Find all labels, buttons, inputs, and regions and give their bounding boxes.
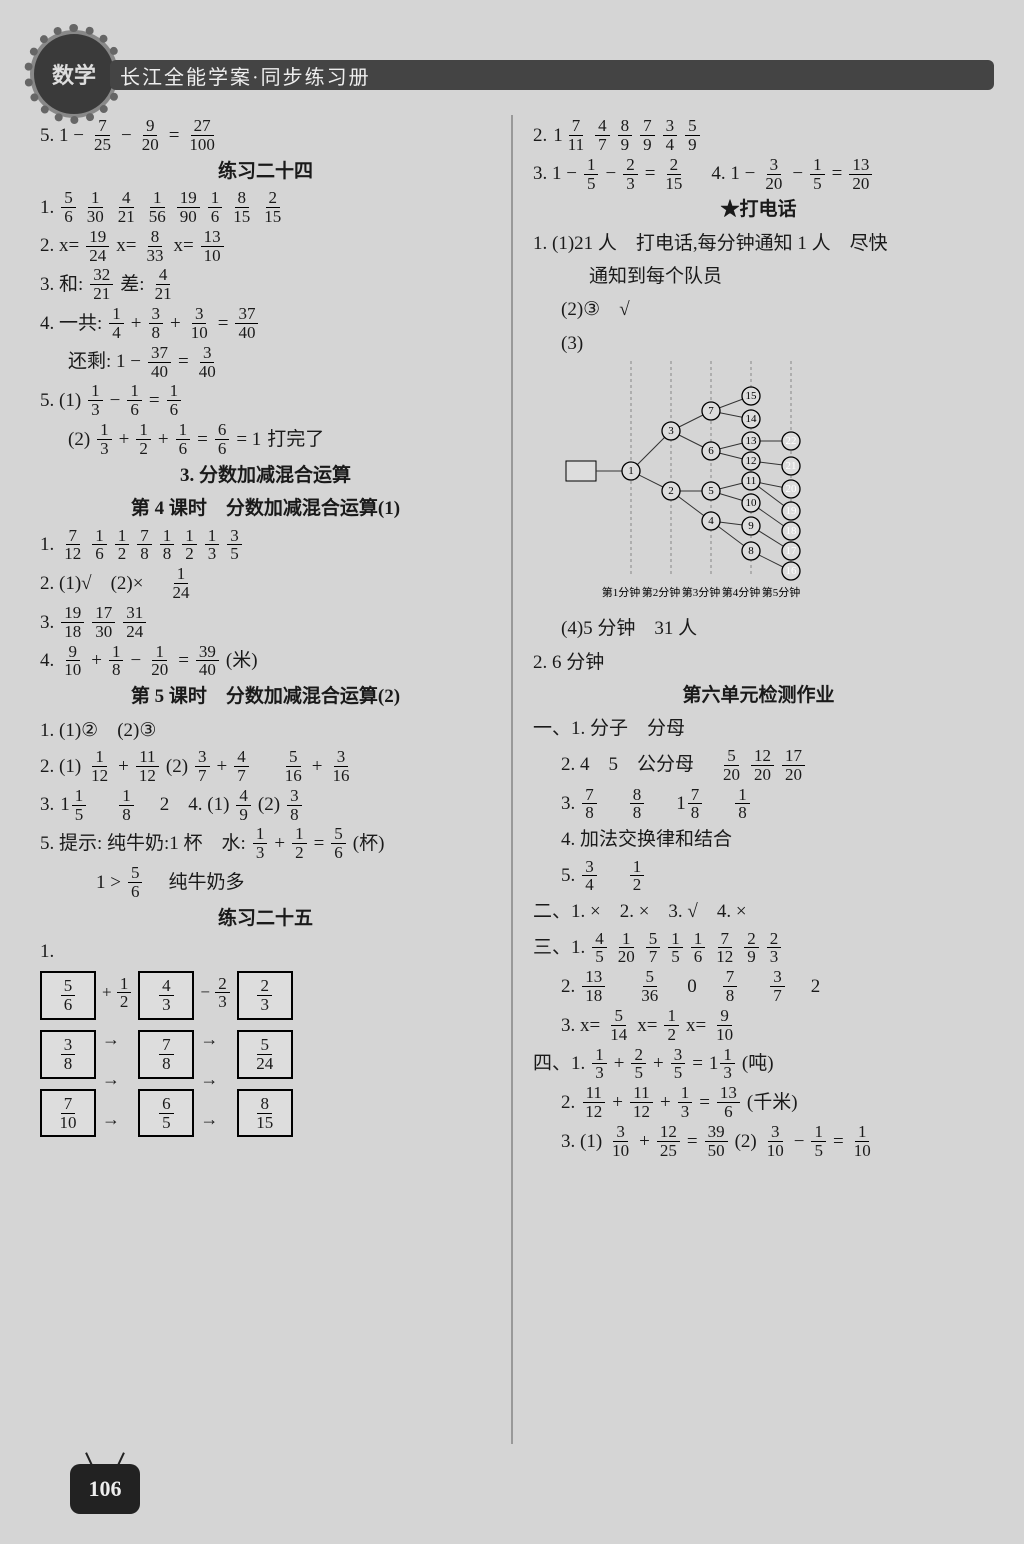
chart-cell: 710 xyxy=(40,1089,96,1138)
svg-text:4: 4 xyxy=(708,515,714,527)
text-line: 四、1.13+25+35=113(吨) xyxy=(533,1046,984,1083)
svg-text:第3分钟: 第3分钟 xyxy=(682,585,721,599)
chart-cell: 56 xyxy=(40,971,96,1020)
text-line: 3. (1)310+1225=3950 (2)310−15=110 xyxy=(533,1123,984,1160)
svg-text:20: 20 xyxy=(786,483,798,495)
svg-text:22: 22 xyxy=(786,435,797,447)
page: 数学 长江全能学案·同步练习册 5. 1 −725−920=27100练习二十四… xyxy=(0,0,1024,1544)
text-line: 4.910+18−120=3940(米) xyxy=(40,643,491,680)
text-line: 5. 1 −725−920=27100 xyxy=(40,117,491,154)
heading: ★打电话 xyxy=(533,194,984,225)
text-line: 2. (1)112+1112 (2)37+47 516+316 xyxy=(40,748,491,785)
svg-text:14: 14 xyxy=(746,413,758,425)
text-line: 2. 4 5 公分母 520 1220 1720 xyxy=(533,747,984,784)
svg-text:3: 3 xyxy=(668,425,674,437)
svg-text:第1分钟: 第1分钟 xyxy=(602,585,641,599)
svg-text:17: 17 xyxy=(786,545,798,557)
text-line: 3.78 88 178 18 xyxy=(533,786,984,823)
heading: 第六单元检测作业 xyxy=(533,680,984,711)
text-line: 3. 115 18 2 4. (1)49 (2)38 xyxy=(40,787,491,824)
svg-text:10: 10 xyxy=(746,497,758,509)
header-bar: 长江全能学案·同步练习册 xyxy=(110,60,994,90)
svg-text:8: 8 xyxy=(748,545,754,557)
text-line: 2.1318 536 0 78 37 2 xyxy=(533,968,984,1005)
text-line: 5.34 12 xyxy=(533,858,984,895)
svg-text:第4分钟: 第4分钟 xyxy=(722,585,761,599)
chart-cell: 43 xyxy=(138,971,194,1020)
text-line: 2.1112+1112+13=136(千米) xyxy=(533,1084,984,1121)
text-line: 1 >56 纯牛奶多 xyxy=(40,864,491,901)
chart-cell: 815 xyxy=(237,1089,293,1138)
heading: 练习二十四 xyxy=(40,156,491,187)
left-column: 5. 1 −725−920=27100练习二十四1.56 130 421 156… xyxy=(40,115,491,1444)
text-line: 1.56 130 421 156 1990 16 815 215 xyxy=(40,189,491,226)
text-line: 2. (1)√ (2)× 124 xyxy=(40,565,491,602)
column-divider xyxy=(511,115,513,1444)
flowchart: 1. xyxy=(40,936,491,967)
text-line: 3. 和:3221 差:421 xyxy=(40,266,491,303)
page-footer: 106 xyxy=(70,1464,140,1514)
heading: 3. 分数加减混合运算 xyxy=(40,460,491,491)
text-line: 5. 提示: 纯牛奶:1 杯 水:13+12=56(杯) xyxy=(40,825,491,862)
chart-cell: 78 xyxy=(138,1030,194,1079)
tree-diagram: 12345678910111213141516171819202122第1分钟第… xyxy=(533,361,984,611)
text-line: 三、1.45 120 57 15 16 712 29 23 xyxy=(533,930,984,967)
text-line: 还剩: 1 −3740=340 xyxy=(40,344,491,381)
chart-cell: 524 xyxy=(237,1030,293,1079)
chart-cell: 65 xyxy=(138,1089,194,1138)
heading: 第 4 课时 分数加减混合运算(1) xyxy=(40,493,491,524)
text-line: 3. 1 −15−23=215 4. 1 −320−15=1320 xyxy=(533,156,984,193)
svg-text:21: 21 xyxy=(786,460,797,472)
svg-text:16: 16 xyxy=(786,565,798,577)
text-line: 5. (1)13−16=16 xyxy=(40,382,491,419)
subject-badge: 数学 xyxy=(30,30,118,118)
heading: 练习二十五 xyxy=(40,903,491,934)
svg-text:15: 15 xyxy=(746,390,758,402)
text-line: (2)13+12+16=66= 1 打完了 xyxy=(40,421,491,458)
svg-text:9: 9 xyxy=(748,520,754,532)
svg-text:第2分钟: 第2分钟 xyxy=(642,585,681,599)
text-line: 2. 171147 89 79 34 59 xyxy=(533,117,984,154)
text-line: 1.712 16 12 78 18 12 13 35 xyxy=(40,527,491,564)
badge-text: 数学 xyxy=(52,58,96,90)
text-line: 3.1918 1730 3124 xyxy=(40,604,491,641)
svg-text:2: 2 xyxy=(668,485,674,497)
heading: 第 5 课时 分数加减混合运算(2) xyxy=(40,681,491,712)
right-column: 2. 171147 89 79 34 59 3. 1 −15−23=215 4.… xyxy=(533,115,984,1444)
text-line: 2. x=1924 x=833 x=1310 xyxy=(40,228,491,265)
svg-text:18: 18 xyxy=(786,525,798,537)
svg-text:19: 19 xyxy=(786,505,798,517)
content: 5. 1 −725−920=27100练习二十四1.56 130 421 156… xyxy=(40,115,984,1444)
svg-text:6: 6 xyxy=(708,445,714,457)
header-title: 长江全能学案·同步练习册 xyxy=(110,61,371,90)
page-number: 106 xyxy=(89,1476,122,1502)
tv-icon: 106 xyxy=(70,1464,140,1514)
svg-text:12: 12 xyxy=(746,455,757,467)
text-line: 3. x=514 x=12 x=910 xyxy=(533,1007,984,1044)
svg-text:11: 11 xyxy=(746,475,757,487)
svg-text:第5分钟: 第5分钟 xyxy=(762,585,801,599)
svg-text:1: 1 xyxy=(628,465,634,477)
flowchart-body: 5638710+ 12→→→437865− 23→→→23524815 xyxy=(40,971,491,1137)
svg-text:13: 13 xyxy=(746,435,758,447)
svg-text:7: 7 xyxy=(708,405,714,417)
chart-cell: 23 xyxy=(237,971,293,1020)
text-line: 4. 一共:14+38+310=3740 xyxy=(40,305,491,342)
text-line: 通知到每个队员 xyxy=(533,261,984,292)
chart-cell: 38 xyxy=(40,1030,96,1079)
svg-text:5: 5 xyxy=(708,485,714,497)
